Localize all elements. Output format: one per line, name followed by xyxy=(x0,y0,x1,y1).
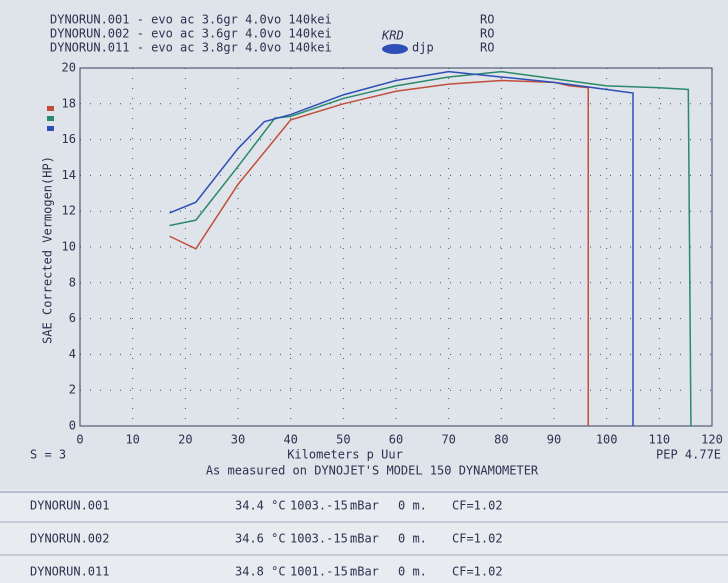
legend-entry: DYNORUN.002 - evo ac 3.6gr 4.0vo 140kei xyxy=(50,27,332,41)
ink-blot xyxy=(382,44,408,54)
table-cell: mBar xyxy=(350,565,379,579)
x-tick-label: 100 xyxy=(596,433,618,447)
footer: As measured on DYNOJET'S MODEL 150 DYNAM… xyxy=(206,464,539,478)
annotation: KRD xyxy=(381,29,404,43)
legend-tag: RO xyxy=(480,41,494,55)
table-cell: 1003.-15. xyxy=(290,532,355,546)
series-line xyxy=(169,70,634,426)
x-tick-label: 80 xyxy=(494,433,508,447)
x-tick-label: 30 xyxy=(231,433,245,447)
table-cell: 34.4 °C xyxy=(235,499,286,513)
table-cell: 0 m. xyxy=(398,499,427,513)
legend-swatch xyxy=(47,126,54,131)
y-tick-label: 6 xyxy=(69,311,76,325)
x-tick-label: 70 xyxy=(441,433,455,447)
smoothing: S = 3 xyxy=(30,448,66,462)
y-tick-label: 18 xyxy=(62,96,76,110)
annotation: djp xyxy=(412,41,434,55)
legend-entry: DYNORUN.011 - evo ac 3.8gr 4.0vo 140kei xyxy=(50,41,332,55)
legend-swatch xyxy=(47,116,54,121)
x-tick-label: 0 xyxy=(76,433,83,447)
table-cell: mBar xyxy=(350,499,379,513)
table-cell: 0 m. xyxy=(398,565,427,579)
y-tick-label: 0 xyxy=(69,419,76,433)
x-tick-label: 120 xyxy=(701,433,723,447)
x-tick-label: 10 xyxy=(125,433,139,447)
table-cell: 34.8 °C xyxy=(235,565,286,579)
table-cell: CF=1.02 xyxy=(452,499,503,513)
series-line xyxy=(169,70,692,427)
x-tick-label: 20 xyxy=(178,433,192,447)
y-tick-label: 2 xyxy=(69,383,76,397)
y-tick-label: 14 xyxy=(62,168,76,182)
table-cell: 0 m. xyxy=(398,532,427,546)
table-cell: DYNORUN.001 xyxy=(30,499,109,513)
pep: PEP 4.77E xyxy=(656,448,721,462)
y-tick-label: 20 xyxy=(62,61,76,75)
table-cell: 1003.-15. xyxy=(290,499,355,513)
table-cell: CF=1.02 xyxy=(452,532,503,546)
y-tick-label: 8 xyxy=(69,275,76,289)
x-tick-label: 40 xyxy=(283,433,297,447)
plot-frame xyxy=(79,67,713,427)
table-cell: DYNORUN.002 xyxy=(30,532,109,546)
x-axis-label: Kilometers p Uur xyxy=(287,448,403,462)
x-tick-label: 50 xyxy=(336,433,350,447)
x-tick-label: 60 xyxy=(389,433,403,447)
x-tick-label: 90 xyxy=(547,433,561,447)
y-tick-label: 4 xyxy=(69,347,76,361)
table-cell: 1001.-15. xyxy=(290,565,355,579)
x-tick-label: 110 xyxy=(648,433,670,447)
table-area xyxy=(0,490,728,583)
y-tick-label: 12 xyxy=(62,204,76,218)
legend-tag: RO xyxy=(480,13,494,27)
legend-tag: RO xyxy=(480,27,494,41)
table-cell: DYNORUN.011 xyxy=(30,565,109,579)
legend-entry: DYNORUN.001 - evo ac 3.6gr 4.0vo 140kei xyxy=(50,13,332,27)
table-cell: mBar xyxy=(350,532,379,546)
y-axis-label: SAE Corrected Vermogen(HP) xyxy=(41,156,55,344)
y-tick-label: 10 xyxy=(62,240,76,254)
y-tick-label: 16 xyxy=(62,132,76,146)
legend-swatch xyxy=(47,106,54,111)
table-cell: 34.6 °C xyxy=(235,532,286,546)
series-line xyxy=(169,79,589,426)
table-cell: CF=1.02 xyxy=(452,565,503,579)
